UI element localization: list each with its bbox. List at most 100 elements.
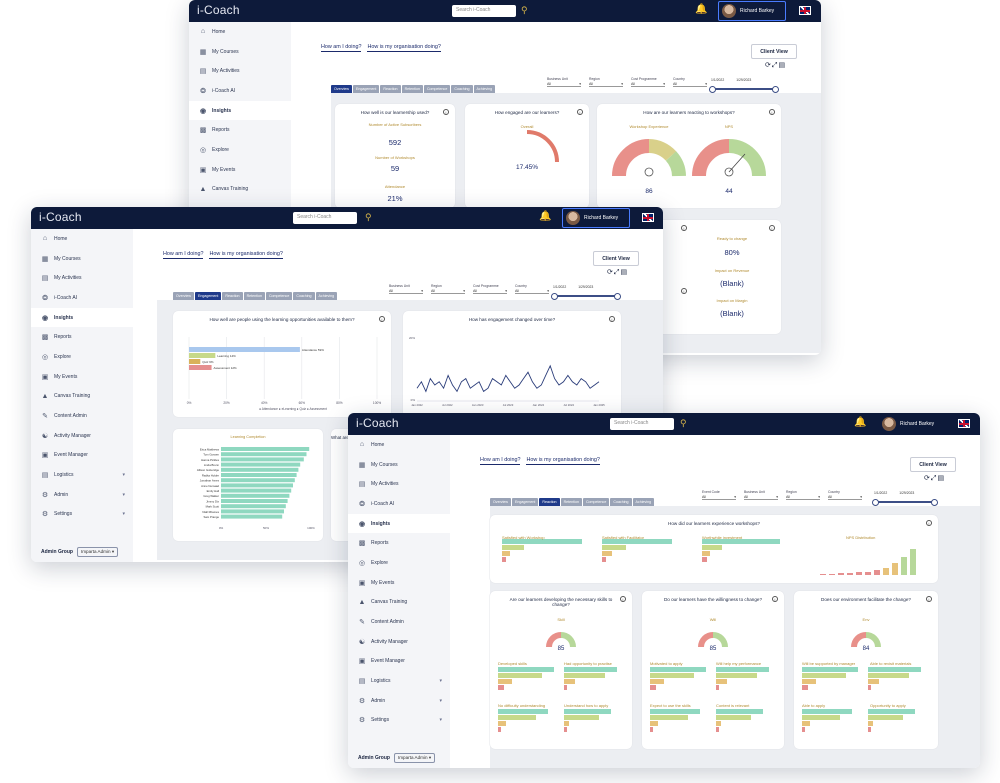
export-icons[interactable]: ⟳⤢▤ [765, 62, 787, 69]
info-icon[interactable]: i [769, 109, 775, 115]
search-input[interactable]: Search i-Coach [610, 418, 674, 430]
experience-bar[interactable] [502, 545, 524, 550]
nps-bar[interactable] [901, 557, 907, 575]
reaction-mini-bar[interactable] [802, 709, 852, 714]
completion-bar[interactable] [221, 514, 283, 519]
info-icon[interactable]: i [926, 520, 932, 526]
sidebar-item-my-courses[interactable]: ▦ My Courses [189, 42, 291, 62]
reaction-mini-bar[interactable] [498, 727, 501, 732]
nps-bar[interactable] [874, 570, 880, 575]
reaction-mini-bar[interactable] [802, 727, 805, 732]
user-menu[interactable]: Richard Barkey [562, 208, 630, 228]
tab-engagement[interactable]: Engagement [352, 85, 380, 93]
link-how-am-i-doing[interactable]: How am I doing? [480, 457, 521, 465]
reaction-mini-bar[interactable] [802, 685, 808, 690]
nps-bar[interactable] [910, 549, 916, 575]
reaction-mini-bar[interactable] [868, 685, 871, 690]
tab-engagement[interactable]: Engagement [194, 292, 222, 300]
tab-achieving[interactable]: Achieving [315, 292, 338, 300]
usage-bar[interactable] [189, 365, 212, 370]
tab-reaction[interactable]: Reaction [222, 292, 243, 300]
completion-bar[interactable] [221, 473, 297, 477]
app-logo[interactable]: i-Coach [39, 210, 82, 224]
sidebar-item-canvas-training[interactable]: ▲ Canvas Training [348, 593, 450, 613]
reaction-mini-bar[interactable] [650, 721, 658, 726]
completion-bar[interactable] [221, 483, 293, 488]
tab-engagement[interactable]: Engagement [511, 498, 539, 506]
sidebar-item-logistics[interactable]: ▤ Logistics ▾ [348, 671, 450, 691]
sidebar-item-explore[interactable]: ◎ Explore [31, 347, 133, 367]
user-menu[interactable]: Richard Barkey [878, 414, 946, 434]
link-how-am-i-doing[interactable]: How am I doing? [163, 251, 204, 259]
reaction-mini-bar[interactable] [498, 667, 554, 672]
sidebar-item-canvas-training[interactable]: ▲ Canvas Training [31, 387, 133, 407]
reaction-mini-bar[interactable] [716, 709, 763, 714]
reaction-mini-bar[interactable] [650, 685, 656, 690]
experience-bar[interactable] [602, 557, 606, 562]
sidebar-item-settings[interactable]: ⚙ Settings ▾ [348, 711, 450, 731]
completion-bar[interactable] [221, 493, 290, 498]
tab-coaching[interactable]: Coaching [451, 85, 473, 93]
tab-reaction[interactable]: Reaction [539, 498, 560, 506]
reaction-mini-bar[interactable] [564, 667, 617, 672]
reaction-mini-bar[interactable] [650, 679, 664, 684]
sidebar-item-reports[interactable]: ▩ Reports [189, 120, 291, 140]
reaction-mini-bar[interactable] [650, 667, 706, 672]
sidebar-item-content-admin[interactable]: ✎ Content Admin [348, 612, 450, 632]
reaction-mini-bar[interactable] [802, 721, 810, 726]
experience-bar[interactable] [702, 545, 722, 550]
info-icon[interactable]: i [609, 316, 615, 322]
info-icon[interactable]: i [681, 288, 687, 294]
reaction-mini-bar[interactable] [650, 715, 688, 720]
completion-bar[interactable] [221, 478, 295, 483]
completion-bar[interactable] [221, 509, 284, 514]
completion-bar[interactable] [221, 452, 307, 457]
info-icon[interactable]: i [681, 225, 687, 231]
sidebar-item-explore[interactable]: ◎ Explore [189, 140, 291, 160]
sidebar-item-my-activities[interactable]: ▤ My Activities [348, 474, 450, 494]
sidebar-item-insights[interactable]: ◉ Insights [348, 513, 450, 534]
tab-overview[interactable]: Overview [490, 498, 511, 506]
sidebar-item-reports[interactable]: ▩ Reports [348, 533, 450, 553]
search-input[interactable]: Search i-Coach [452, 5, 516, 17]
reaction-mini-bar[interactable] [498, 673, 542, 678]
filter-country[interactable]: Country All ▾ [828, 490, 862, 500]
info-icon[interactable]: i [443, 109, 449, 115]
link-how-is-my-organisation-doing[interactable]: How is my organisation doing? [367, 44, 441, 52]
reaction-mini-bar[interactable] [716, 727, 719, 732]
nps-bar[interactable] [829, 574, 835, 575]
filter-region[interactable]: Region All ▾ [589, 77, 623, 87]
nps-bar[interactable] [847, 573, 853, 575]
reaction-mini-bar[interactable] [498, 715, 536, 720]
sidebar-item-my-activities[interactable]: ▤ My Activities [31, 268, 133, 288]
reaction-mini-bar[interactable] [564, 679, 575, 684]
filter-cost-programme[interactable]: Cost Programme All ▾ [473, 284, 507, 294]
nps-bar[interactable] [856, 572, 862, 575]
sidebar-item-home[interactable]: ⌂ Home [31, 229, 133, 249]
sidebar-item-admin[interactable]: ⚙ Admin ▾ [31, 485, 133, 505]
tab-reaction[interactable]: Reaction [380, 85, 401, 93]
reaction-mini-bar[interactable] [868, 673, 909, 678]
filter-business-unit[interactable]: Business Unit All ▾ [744, 490, 778, 500]
sidebar-item-my-events[interactable]: ▣ My Events [31, 367, 133, 387]
nps-bar[interactable] [865, 572, 871, 575]
sidebar-item-canvas-training[interactable]: ▲ Canvas Training [189, 180, 291, 200]
reaction-mini-bar[interactable] [498, 709, 548, 714]
sidebar-item-my-courses[interactable]: ▦ My Courses [31, 249, 133, 269]
info-icon[interactable]: i [769, 225, 775, 231]
uk-flag-icon[interactable] [642, 213, 654, 222]
app-logo[interactable]: i-Coach [356, 416, 399, 430]
tab-retention[interactable]: Retention [560, 498, 582, 506]
tab-competence[interactable]: Competence [265, 292, 293, 300]
sidebar-item-reports[interactable]: ▩ Reports [31, 327, 133, 347]
completion-bar[interactable] [221, 447, 310, 451]
bell-icon[interactable]: 🔔 [854, 417, 867, 428]
sidebar-item-settings[interactable]: ⚙ Settings ▾ [31, 505, 133, 525]
completion-bar[interactable] [221, 457, 304, 462]
completion-bar[interactable] [221, 499, 288, 503]
uk-flag-icon[interactable] [799, 6, 811, 15]
experience-bar[interactable] [702, 539, 780, 544]
search-icon[interactable]: ⚲ [365, 212, 372, 222]
tab-achieving[interactable]: Achieving [632, 498, 655, 506]
search-icon[interactable]: ⚲ [521, 5, 528, 15]
